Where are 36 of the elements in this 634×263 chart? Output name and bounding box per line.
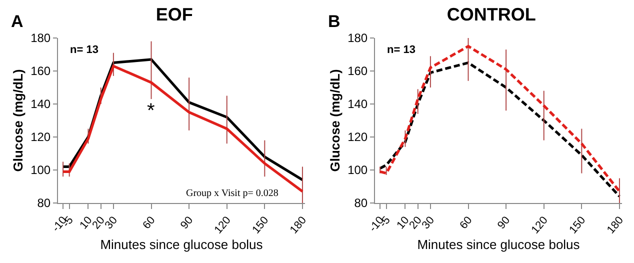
x-tick-label: 120: [529, 214, 550, 236]
x-tick-label: 30: [420, 214, 437, 232]
y-axis-title: Glucose (mg/dL): [10, 69, 26, 172]
x-tick-label: 60: [140, 214, 158, 232]
y-tick-label: 140: [348, 97, 368, 112]
annotation: n= 13: [70, 44, 98, 56]
chart-title: CONTROL: [446, 4, 536, 24]
x-tick-label: 180: [288, 214, 309, 236]
y-tick-label: 100: [348, 163, 368, 178]
x-axis-title: Minutes since glucose bolus: [417, 236, 580, 252]
x-tick-label: 90: [178, 214, 196, 232]
y-axis-title: Glucose (mg/dL): [328, 69, 343, 172]
x-tick-label: 150: [250, 214, 272, 236]
x-tick-label: 90: [496, 214, 513, 232]
y-tick-label: 140: [30, 97, 51, 112]
x-tick-label: 60: [458, 214, 475, 232]
x-tick-label: 120: [212, 214, 234, 236]
y-tick-label: 180: [348, 31, 368, 46]
text: A: [11, 12, 24, 31]
annotation: n= 13: [387, 44, 416, 56]
annotation: *: [147, 100, 155, 122]
text: B: [328, 12, 340, 31]
y-tick-label: 120: [348, 130, 368, 144]
chart-title: EOF: [156, 4, 193, 24]
y-tick-label: 80: [354, 196, 368, 210]
y-tick-label: 160: [348, 64, 368, 78]
x-axis-title: Minutes since glucose bolus: [100, 236, 264, 252]
x-tick-label: 30: [102, 214, 120, 232]
annotation: Group x Visit p= 0.028: [186, 188, 278, 199]
y-tick-label: 100: [30, 163, 51, 178]
x-tick-label: 150: [567, 214, 588, 236]
y-tick-label: 80: [37, 196, 51, 210]
y-tick-label: 180: [30, 31, 51, 46]
x-tick-label: 180: [605, 214, 626, 236]
y-tick-label: 120: [30, 130, 51, 144]
y-tick-label: 160: [30, 64, 51, 78]
